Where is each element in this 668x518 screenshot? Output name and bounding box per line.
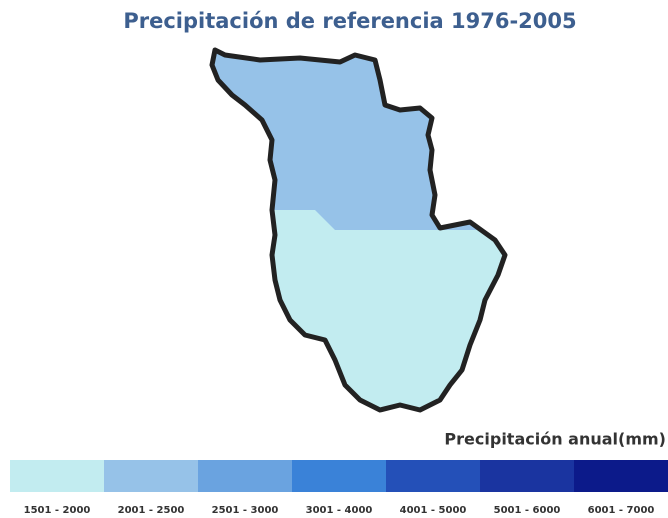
legend-label: 1501 - 2000 bbox=[24, 505, 91, 516]
legend-label: 4001 - 5000 bbox=[400, 505, 467, 516]
legend-swatch bbox=[104, 460, 199, 492]
legend: 1501 - 2000 2001 - 2500 2501 - 3000 3001 - … bbox=[10, 460, 668, 516]
legend-swatch bbox=[386, 460, 481, 492]
legend-swatch bbox=[10, 460, 105, 492]
legend-swatch bbox=[480, 460, 575, 492]
legend-swatch bbox=[292, 460, 387, 492]
map-title: Precipitación de referencia 1976-2005 bbox=[123, 9, 576, 33]
legend-label: 2001 - 2500 bbox=[118, 505, 185, 516]
legend-label: 2501 - 3000 bbox=[212, 505, 279, 516]
legend-swatch bbox=[198, 460, 293, 492]
basin-map bbox=[209, 47, 508, 413]
legend-label: 6001 - 7000 bbox=[588, 505, 655, 516]
basin-outline bbox=[209, 47, 508, 413]
legend-title: Precipitación anual(mm) bbox=[444, 430, 666, 449]
legend-swatch bbox=[574, 460, 668, 492]
legend-label: 3001 - 4000 bbox=[306, 505, 373, 516]
upper-zone bbox=[212, 50, 505, 230]
legend-label: 5001 - 6000 bbox=[494, 505, 561, 516]
